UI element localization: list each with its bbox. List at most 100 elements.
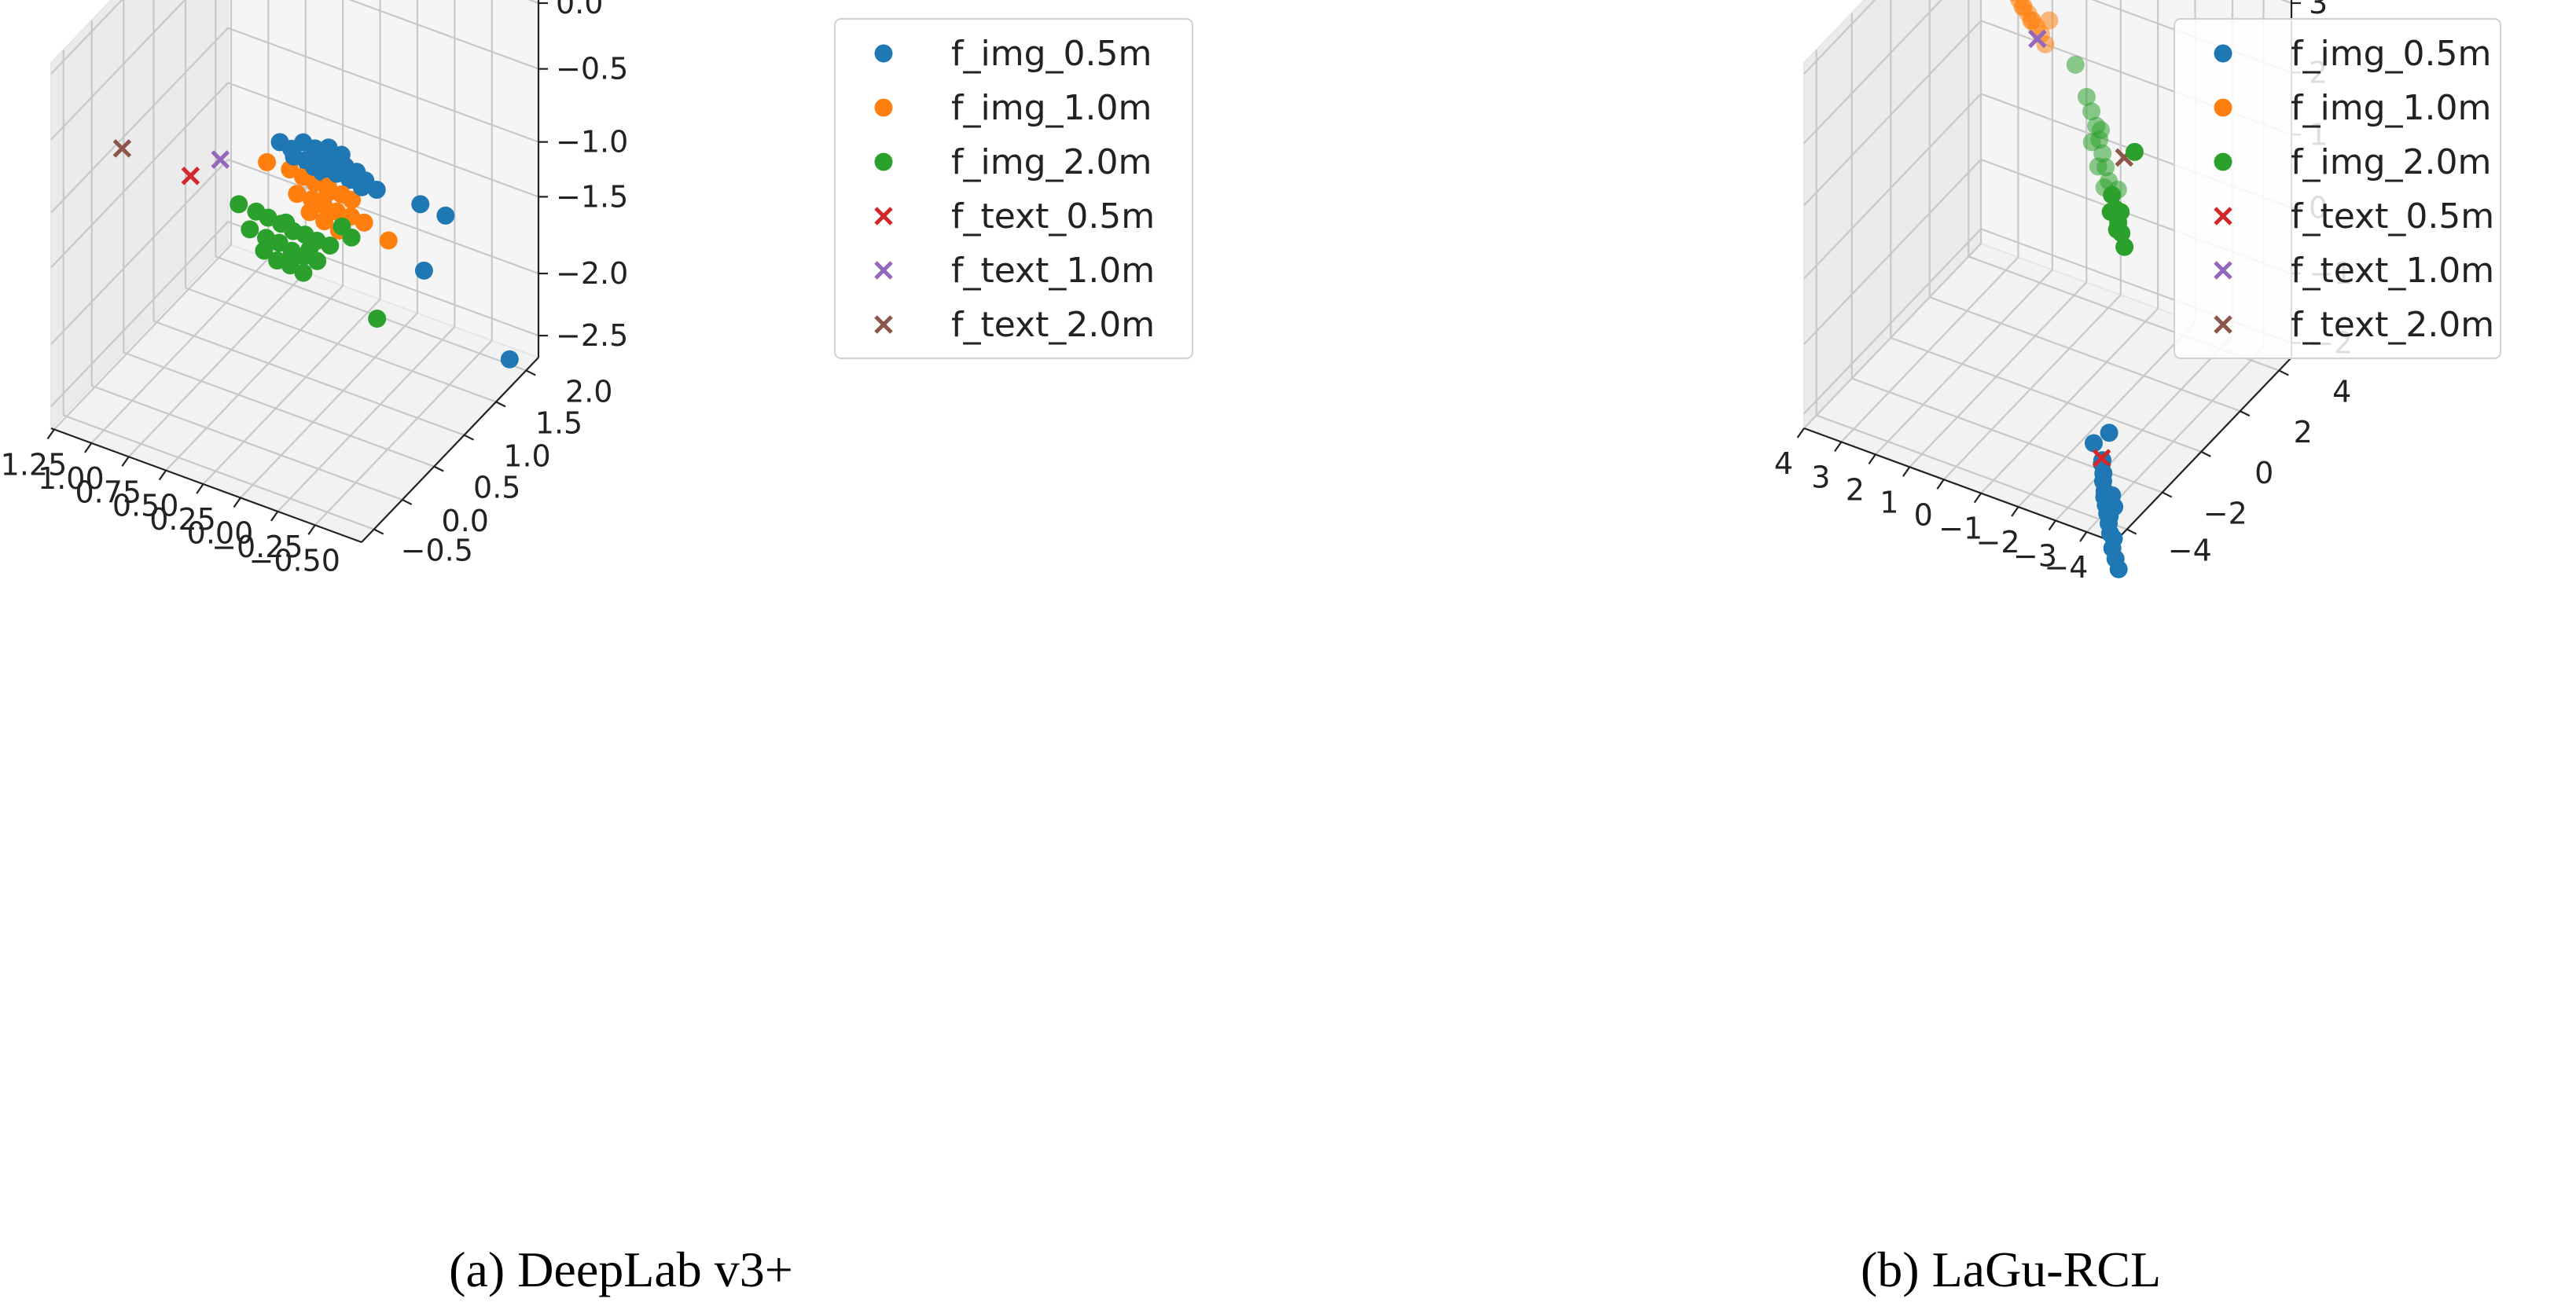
grid-line-z <box>227 27 539 143</box>
f-img-1-0m-point <box>2022 11 2041 30</box>
legend-label: f_text_1.0m <box>2291 251 2494 291</box>
x-tick-mark <box>46 428 55 440</box>
f-img-0-5m-point <box>2100 424 2118 442</box>
f-img-1-0m-point <box>343 190 362 209</box>
y-tick-mark <box>2278 369 2289 376</box>
legend-marker <box>874 207 893 226</box>
left-pane <box>50 0 229 431</box>
f-img-1-0m-point <box>355 213 373 232</box>
x-tick-mark <box>307 524 316 535</box>
grid-line-y <box>1929 296 2241 413</box>
f-img-2-0m-point <box>368 310 387 328</box>
f-img-2-0m-point <box>241 220 259 239</box>
f-img-2-0m-point <box>2087 116 2106 135</box>
f-img-0-5m-point <box>308 155 327 174</box>
legend-item: f_img_0.5m <box>2214 34 2491 74</box>
f-img-0-5m-point <box>2109 559 2128 578</box>
y-tick-label: 4 <box>2332 374 2351 409</box>
y-tick-label: 0 <box>2254 456 2273 490</box>
f-img-2-0m-point <box>2125 142 2144 161</box>
grid-line-x <box>165 284 344 471</box>
z-tick-label: 3 <box>2309 0 2328 20</box>
legend-marker <box>874 315 893 334</box>
f-img-0-5m-point <box>411 195 430 214</box>
legend-item: f_img_0.5m <box>874 34 1152 74</box>
grid-line-x <box>127 271 307 458</box>
f-img-0-5m-point <box>2100 524 2119 543</box>
y-tick-mark <box>2126 528 2137 535</box>
f-img-0-5m-point <box>414 261 433 280</box>
legend: f_img_0.5m f_img_1.0m f_img_2.0m f_text_0.5… <box>834 18 1193 359</box>
x-tick-label: −0.25 <box>211 530 303 564</box>
x-tick-label: 1 <box>1880 485 1898 519</box>
y-tick-mark <box>2200 450 2211 457</box>
legend-label: f_img_1.0m <box>2291 88 2491 128</box>
grid-line-z <box>50 159 229 345</box>
legend-item: f_text_0.5m <box>874 196 1155 237</box>
y-tick-label: 0.0 <box>442 504 489 538</box>
legend-label: f_text_2.0m <box>951 305 1155 345</box>
grid-line-x <box>1840 256 2019 443</box>
x-tick-label: 3 <box>1811 460 1830 494</box>
legend-item: f_text_2.0m <box>874 305 1155 345</box>
z-tick-label: −2.5 <box>556 318 628 353</box>
grid-line-y <box>185 287 497 403</box>
x-tick-label: 0.00 <box>187 515 254 550</box>
legend-item: f_text_1.0m <box>2214 251 2494 291</box>
f-img-1-0m-point <box>2013 0 2032 17</box>
grid-line-z <box>1803 93 1982 280</box>
y-tick-mark <box>2162 491 2173 498</box>
legend-marker <box>874 152 893 171</box>
grid-line-y <box>91 384 403 501</box>
grid-line-x <box>2017 321 2196 508</box>
legend-marker <box>874 261 893 280</box>
grid-line-x <box>1875 269 2053 456</box>
f-text-1-0m-point <box>211 150 230 169</box>
x-tick-mark <box>1834 441 1843 453</box>
grid-line-y <box>123 351 435 468</box>
grid-line-z <box>1803 0 1943 145</box>
f-text-0-5m-point <box>181 167 200 185</box>
legend-marker <box>2214 98 2232 117</box>
grid-line-z <box>1803 228 1982 415</box>
y-tick-label: 0.5 <box>473 471 520 505</box>
legend-item: f_img_2.0m <box>2214 142 2491 182</box>
z-tick-label: −2.0 <box>556 256 628 291</box>
z-tick-label: −1.5 <box>556 179 628 214</box>
grid-line-x <box>90 258 270 444</box>
x-tick-mark <box>84 442 93 453</box>
legend-label: f_img_2.0m <box>2291 142 2491 182</box>
x-tick-mark <box>1902 466 1911 477</box>
y-tick-mark <box>2240 410 2251 417</box>
y-tick-label: 1.5 <box>535 405 582 440</box>
f-text-2-0m-point <box>112 139 132 158</box>
grid-line-z <box>50 82 229 269</box>
grid-line-z <box>50 0 186 141</box>
x-tick-label: 1.25 <box>1 447 68 482</box>
x-axis-line <box>50 427 362 544</box>
x-tick-mark <box>2011 506 2019 517</box>
z-tick-label: −1.0 <box>556 125 628 160</box>
y-tick-mark <box>373 528 384 535</box>
grid-line-x <box>1942 294 2122 481</box>
x-tick-mark <box>1973 493 1983 504</box>
z-tick-label: −0.5 <box>556 52 628 86</box>
f-img-2-0m-point <box>2103 185 2122 204</box>
f-img-1-0m-point <box>318 183 337 202</box>
f-text-0-5m-point <box>2092 449 2111 468</box>
y-tick-label: −0.5 <box>401 534 473 568</box>
y-axis-line <box>2114 357 2292 543</box>
f-img-2-0m-point <box>230 195 248 214</box>
y-tick-label: 1.0 <box>503 439 550 474</box>
f-img-0-5m-point <box>367 180 386 199</box>
f-img-2-0m-point <box>2115 237 2134 256</box>
f-img-2-0m-point <box>2106 200 2125 218</box>
y-tick-mark <box>402 498 413 505</box>
legend-label: f_img_2.0m <box>951 142 1152 182</box>
legend-label: f_text_0.5m <box>951 196 1155 237</box>
f-img-2-0m-point <box>2082 102 2101 121</box>
f-img-0-5m-point <box>306 139 325 158</box>
legend-label: f_img_1.0m <box>951 88 1152 128</box>
legend-label: f_img_0.5m <box>951 34 1152 74</box>
